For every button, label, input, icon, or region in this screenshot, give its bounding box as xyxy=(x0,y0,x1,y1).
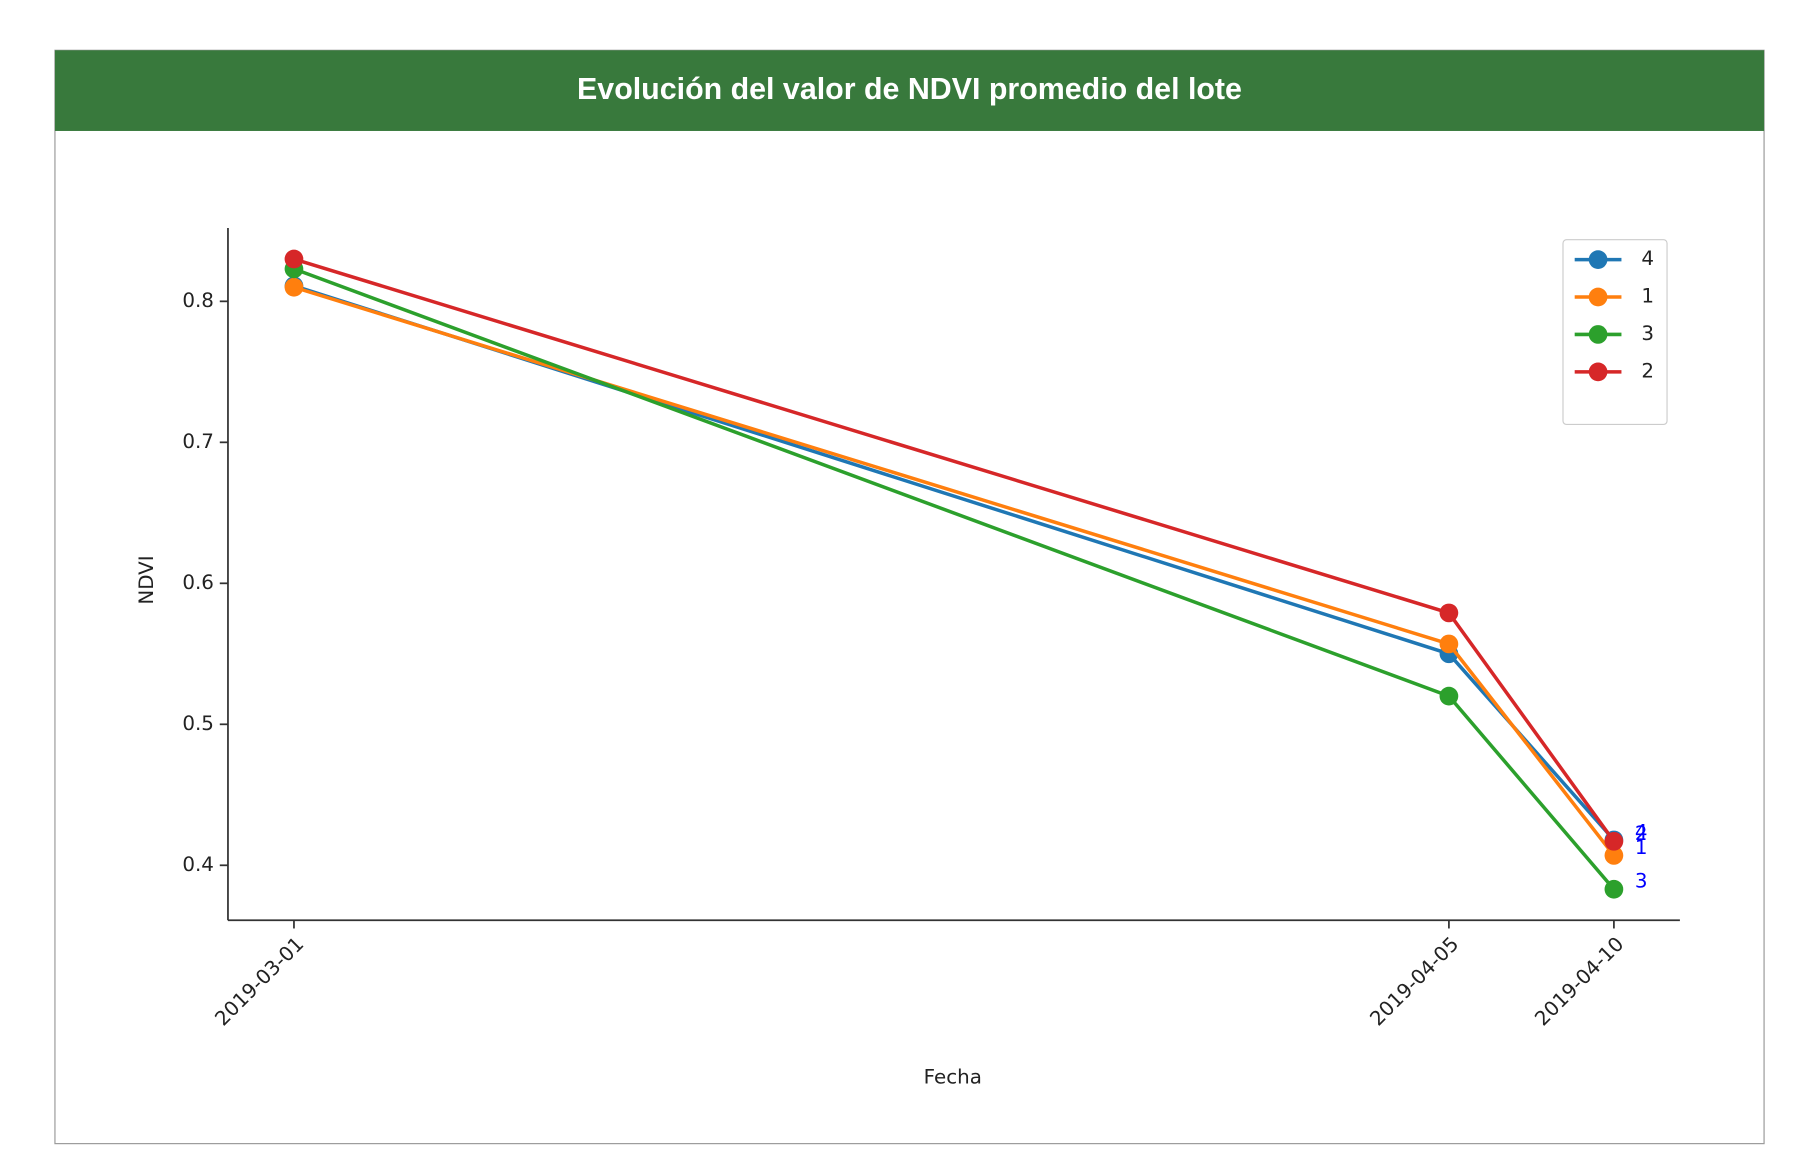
data-point xyxy=(1604,831,1624,851)
legend-label: 2 xyxy=(1641,359,1654,382)
annotation: 4 xyxy=(1635,820,1648,843)
y-tick-label: 0.4 xyxy=(182,853,214,876)
legend-marker xyxy=(1588,287,1608,307)
data-point xyxy=(284,249,304,269)
y-tick-label: 0.8 xyxy=(182,289,214,312)
data-point xyxy=(284,277,304,297)
y-tick-label: 0.6 xyxy=(182,571,214,594)
legend-marker xyxy=(1588,362,1608,382)
data-point xyxy=(1439,634,1459,654)
data-point xyxy=(1604,879,1624,899)
x-axis-label: Fecha xyxy=(924,1066,982,1089)
legend-label: 3 xyxy=(1641,322,1654,345)
annotation: 2 xyxy=(1635,822,1648,845)
data-point xyxy=(1439,686,1459,706)
legend-box xyxy=(1562,239,1668,426)
panel xyxy=(54,49,1765,1145)
data-point xyxy=(1604,846,1624,865)
legend-label: 4 xyxy=(1641,247,1654,270)
legend-marker xyxy=(1588,325,1608,344)
annotation: 1 xyxy=(1635,836,1648,859)
legend-label: 1 xyxy=(1641,285,1654,308)
panel-header xyxy=(54,50,1765,131)
data-point xyxy=(1439,603,1459,623)
y-axis-label: NDVI xyxy=(135,555,158,604)
chart-title: Evolución del valor de NDVI promedio del… xyxy=(577,72,1242,106)
y-tick-label: 0.5 xyxy=(182,712,214,735)
y-tick-label: 0.7 xyxy=(182,430,214,453)
annotation: 3 xyxy=(1635,870,1648,893)
legend-marker xyxy=(1588,250,1608,269)
